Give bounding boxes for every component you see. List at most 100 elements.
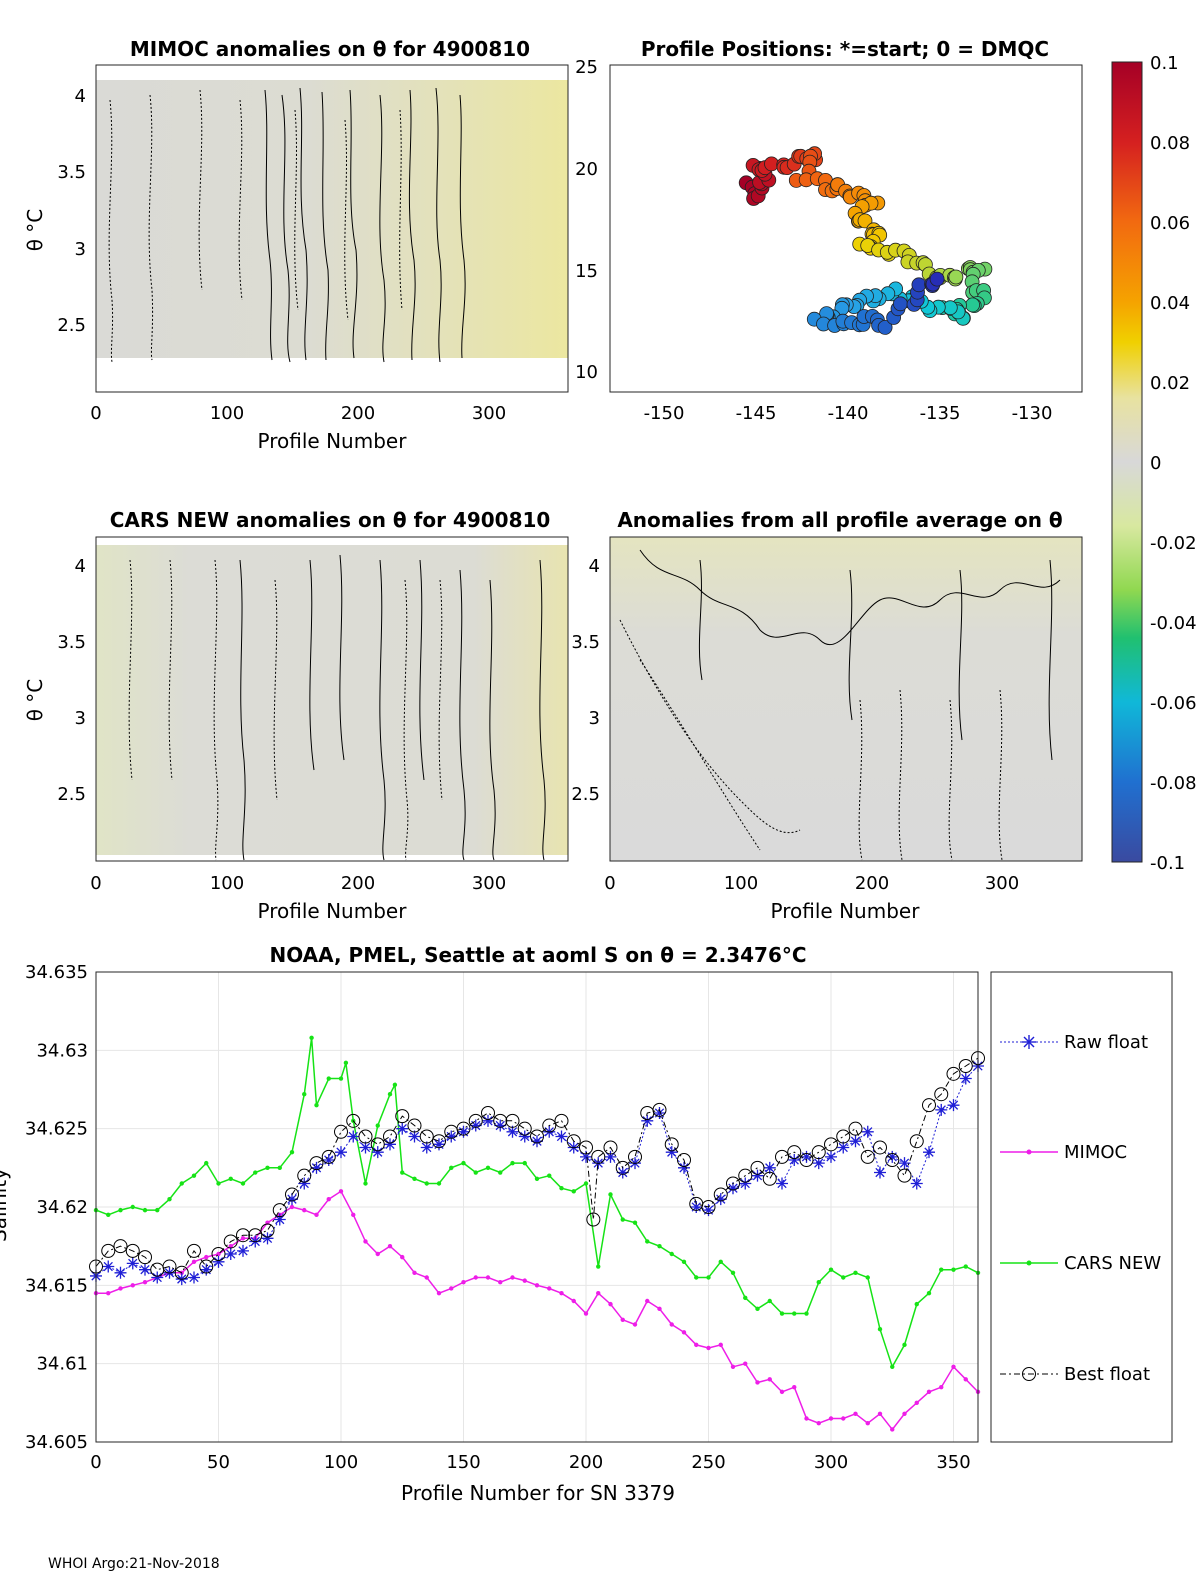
data-point xyxy=(706,1275,711,1280)
data-point xyxy=(632,1220,638,1225)
data-point xyxy=(583,1181,589,1186)
data-point xyxy=(632,1322,638,1327)
chart-ytick: 34.615 xyxy=(25,1275,88,1296)
data-point xyxy=(554,1113,569,1128)
data-point xyxy=(555,1130,568,1143)
data-point xyxy=(811,1145,826,1160)
data-point xyxy=(384,1138,396,1151)
legend-label: Best float xyxy=(1064,1364,1150,1385)
data-point xyxy=(314,1212,319,1218)
data-point xyxy=(456,1121,471,1136)
mimoc-ytick: 4 xyxy=(75,86,86,107)
positions-ytick: 25 xyxy=(575,57,598,78)
chart-legend: Raw float MIMOC CARS NEW Best float xyxy=(990,971,1173,1443)
data-point xyxy=(604,1150,617,1163)
data-point xyxy=(664,1137,679,1152)
data-point xyxy=(865,1421,870,1426)
data-point xyxy=(518,1130,531,1143)
avg-panel: Anomalies from all profile average on θ … xyxy=(571,508,1083,923)
data-point xyxy=(934,1087,949,1102)
data-point xyxy=(775,1149,789,1164)
data-point xyxy=(469,1119,482,1132)
data-point xyxy=(113,1239,128,1254)
data-point xyxy=(359,1141,372,1154)
data-point xyxy=(102,1260,115,1273)
data-point xyxy=(481,1106,495,1120)
mimoc-xticks: 0 100 200 300 xyxy=(90,403,506,424)
mimoc-xtick: 300 xyxy=(472,403,506,424)
data-point xyxy=(139,1263,151,1276)
data-point xyxy=(412,1270,417,1276)
data-point xyxy=(935,1103,948,1116)
data-point xyxy=(240,1236,246,1241)
cars-ytick: 4 xyxy=(75,556,86,577)
chart-xtick: 100 xyxy=(324,1452,358,1473)
data-point xyxy=(812,1157,825,1170)
cars-xticks: 0 100 200 300 xyxy=(90,873,506,894)
avg-ytick: 3 xyxy=(589,708,600,729)
data-point xyxy=(755,1380,760,1385)
data-point xyxy=(542,1118,557,1133)
data-point xyxy=(387,1243,393,1249)
data-point xyxy=(436,1290,442,1296)
mimoc-field xyxy=(96,80,568,358)
legend-label: CARS NEW xyxy=(1064,1253,1161,1274)
data-point xyxy=(763,1161,776,1174)
data-point xyxy=(755,1306,760,1312)
data-point xyxy=(701,1200,716,1214)
data-point xyxy=(596,1264,601,1269)
data-point xyxy=(297,1168,312,1183)
data-point xyxy=(914,1301,919,1307)
data-point xyxy=(473,1275,478,1280)
mimoc-contours xyxy=(264,87,466,363)
data-point xyxy=(681,1330,687,1335)
legend-box xyxy=(990,971,1173,1443)
chart-ytick: 34.605 xyxy=(25,1432,88,1453)
avg-xtick: 0 xyxy=(604,873,615,894)
cars-xtick: 200 xyxy=(341,873,375,894)
data-point xyxy=(199,1259,214,1274)
data-point xyxy=(412,1176,417,1182)
data-point xyxy=(615,1160,630,1175)
data-point xyxy=(375,1251,380,1257)
data-point xyxy=(799,1153,814,1167)
data-point xyxy=(338,1076,344,1081)
data-point xyxy=(702,1204,715,1217)
data-point xyxy=(240,1181,246,1186)
data-point xyxy=(959,1072,972,1085)
data-point xyxy=(383,1129,397,1144)
colorbar-tick: -0.08 xyxy=(1150,773,1197,794)
data-point xyxy=(694,1342,699,1348)
legend-best-float: Best float xyxy=(1000,1364,1150,1385)
data-point xyxy=(603,1140,618,1155)
data-point xyxy=(738,1168,753,1183)
data-point xyxy=(849,1135,862,1148)
positions-xtick: -145 xyxy=(736,403,777,424)
positions-xtick: -140 xyxy=(828,403,869,424)
data-point xyxy=(506,1125,519,1138)
data-point xyxy=(681,1259,687,1265)
avg-ytick: 3.5 xyxy=(571,632,600,653)
mimoc-xtick: 0 xyxy=(90,403,101,424)
salinity-chart: NOAA, PMEL, Seattle at aoml S on θ = 2.3… xyxy=(0,943,1173,1505)
data-point xyxy=(714,1193,727,1206)
data-point xyxy=(126,1257,139,1270)
data-point xyxy=(272,1203,287,1218)
data-point xyxy=(828,1267,834,1272)
data-point xyxy=(445,1130,458,1143)
data-point xyxy=(216,1181,221,1186)
colorbar-ticks: 0.1 0.08 0.06 0.04 0.02 0 -0.02 -0.04 -0… xyxy=(1150,53,1197,874)
profile-position-marker xyxy=(857,213,873,229)
data-point xyxy=(419,1129,434,1144)
data-point xyxy=(387,1092,393,1097)
data-point xyxy=(762,1171,777,1186)
data-point xyxy=(433,1138,445,1151)
data-point xyxy=(923,1146,935,1159)
series-best-float xyxy=(89,1051,985,1280)
profile-position-marker xyxy=(948,269,964,285)
data-point xyxy=(580,1150,592,1163)
data-point xyxy=(897,1168,912,1183)
legend-raw-marker xyxy=(1022,1035,1036,1049)
data-point xyxy=(522,1160,527,1166)
data-point xyxy=(461,1280,466,1285)
